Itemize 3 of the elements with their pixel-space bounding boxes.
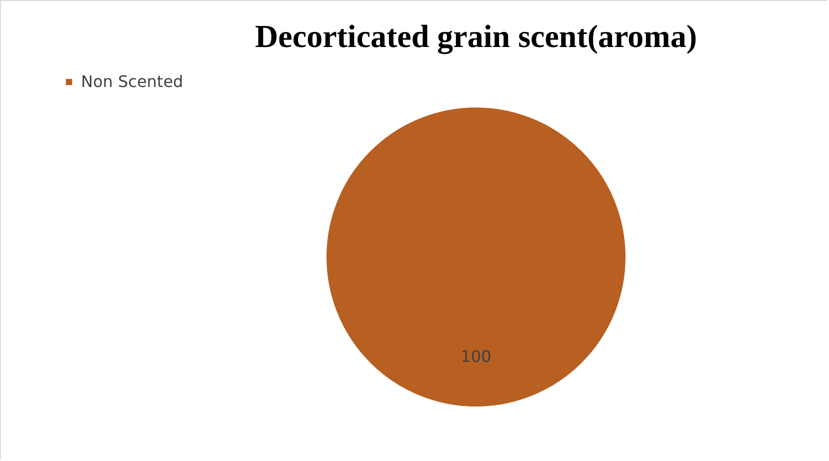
legend-label: Non Scented <box>81 72 184 91</box>
data-label: 100 <box>460 347 492 366</box>
chart-title: Decorticated grain scent(aroma) <box>255 18 697 55</box>
